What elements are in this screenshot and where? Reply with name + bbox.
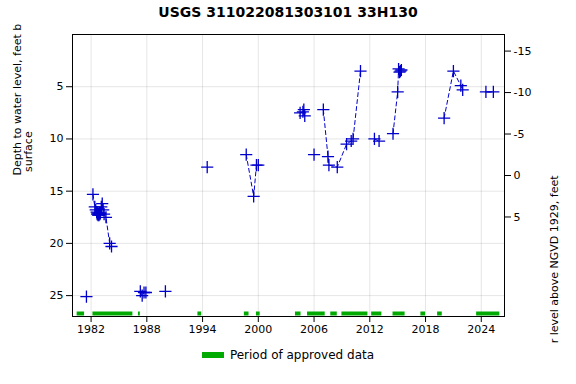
svg-text:10: 10 bbox=[50, 132, 64, 145]
svg-text:Groundwater level above NGVD 1: Groundwater level above NGVD 1929, feet bbox=[548, 175, 561, 344]
html-text:USGS 311022081303101 33H130: USGS 311022081303101 33H130 bbox=[158, 4, 418, 20]
svg-text:-5: -5 bbox=[514, 128, 525, 141]
svg-text:1988: 1988 bbox=[133, 323, 161, 336]
svg-text:25: 25 bbox=[50, 289, 64, 302]
svg-text:-10: -10 bbox=[514, 86, 532, 99]
svg-text:1994: 1994 bbox=[189, 323, 217, 336]
svg-text:-15: -15 bbox=[514, 45, 532, 58]
svg-text:2006: 2006 bbox=[300, 323, 328, 336]
svg-text:5: 5 bbox=[57, 80, 64, 93]
svg-text:1982: 1982 bbox=[77, 323, 105, 336]
html-text:Period of approved data: Period of approved data bbox=[229, 348, 375, 362]
svg-text:15: 15 bbox=[50, 185, 64, 198]
svg-text:2000: 2000 bbox=[244, 323, 272, 336]
svg-text:2018: 2018 bbox=[412, 323, 440, 336]
svg-text:Depth to water level, feet bel: Depth to water level, feet below land su… bbox=[11, 24, 35, 176]
svg-text:5: 5 bbox=[514, 210, 521, 223]
svg-text:2012: 2012 bbox=[356, 323, 384, 336]
svg-text:2024: 2024 bbox=[467, 323, 495, 336]
svg-text:0: 0 bbox=[514, 169, 521, 182]
svg-text:20: 20 bbox=[50, 237, 64, 250]
